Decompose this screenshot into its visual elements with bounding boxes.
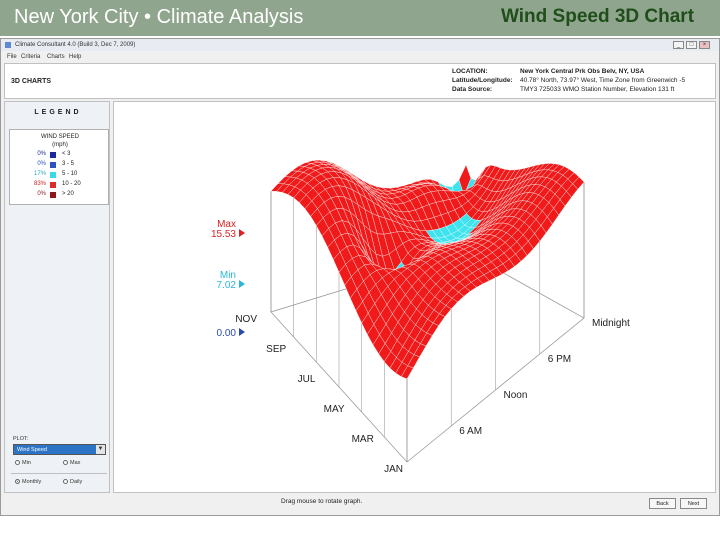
hour-axis-label: 6 PM bbox=[548, 354, 571, 365]
radio-icon bbox=[63, 460, 68, 466]
radio-daily[interactable]: Daily bbox=[63, 479, 82, 485]
radio-icon bbox=[15, 479, 20, 485]
legend-swatch bbox=[50, 192, 56, 198]
marker-value: 0.00 bbox=[217, 328, 237, 339]
legend-percent: 17% bbox=[33, 171, 46, 177]
menu-criteria[interactable]: Criteria bbox=[21, 54, 41, 60]
hour-axis-label: 6 AM bbox=[459, 426, 482, 437]
legend-title-text: WIND SPEED bbox=[40, 134, 79, 140]
next-button[interactable]: Next bbox=[680, 498, 707, 509]
radio-monthly[interactable]: Monthly bbox=[15, 479, 41, 485]
radio-icon bbox=[15, 460, 20, 466]
chevron-down-icon[interactable]: ▼ bbox=[96, 445, 105, 454]
status-message: Drag mouse to rotate graph. bbox=[281, 498, 363, 505]
source-value: TMY3 725033 WMO Station Number, Elevatio… bbox=[520, 86, 675, 93]
legend-swatch bbox=[50, 152, 56, 158]
latlon-label: Latitude/Longitude: bbox=[452, 77, 513, 84]
legend-unit: (mph) bbox=[52, 142, 68, 148]
latlon-value: 40.78° North, 73.97° West, Time Zone fro… bbox=[520, 77, 686, 84]
source-row: Data Source: TMY3 725033 WMO Station Numb… bbox=[452, 86, 674, 93]
hour-axis-label: Noon bbox=[504, 390, 528, 401]
legend-range: 3 - 5 bbox=[62, 161, 75, 167]
chart-surface bbox=[270, 159, 585, 380]
month-axis-label: MAY bbox=[324, 404, 345, 415]
marker-value: 7.02 bbox=[217, 280, 237, 291]
chart-axis-labels: JAN MAR MAY JUL SEP NOV 6 AM Noon 6 PM Midnight bbox=[235, 314, 630, 475]
chart-header: 3D CHARTS LOCATION: New York Central Prk … bbox=[4, 63, 716, 99]
legend-swatch bbox=[50, 172, 56, 178]
marker-arrow-icon bbox=[239, 328, 245, 336]
app-icon bbox=[5, 42, 11, 48]
radio-icon bbox=[63, 479, 68, 485]
radio-monthly-label: Monthly bbox=[22, 479, 42, 485]
slide-title-bar: New York City • Climate Analysis Wind Sp… bbox=[0, 0, 720, 36]
plot-select-value: Wind Speed bbox=[17, 447, 47, 453]
legend-range: < 3 bbox=[62, 151, 71, 157]
legend-row: 0% > 20 bbox=[10, 191, 110, 199]
month-axis-label: JAN bbox=[384, 464, 403, 475]
menu-help[interactable]: Help bbox=[69, 54, 82, 60]
location-row: LOCATION: New York Central Prk Obs Belv, … bbox=[452, 68, 644, 75]
radio-daily-label: Daily bbox=[70, 479, 83, 485]
slide-title: New York City • Climate Analysis bbox=[14, 6, 304, 28]
window-title: Climate Consultant 4.0 (Build 3, Dec 7, … bbox=[15, 42, 136, 48]
legend-heading: LEGEND bbox=[34, 109, 82, 116]
legend-percent: 0% bbox=[37, 161, 46, 167]
marker-label: Min bbox=[220, 270, 236, 281]
legend-row: 0% 3 - 5 bbox=[10, 161, 110, 169]
location-value: New York Central Prk Obs Belv, NY, USA bbox=[520, 68, 645, 75]
section-heading: 3D CHARTS bbox=[11, 78, 52, 85]
marker-value: 15.53 bbox=[211, 229, 236, 240]
status-bar: Drag mouse to rotate graph. Back Next bbox=[1, 494, 719, 514]
window-titlebar: Climate Consultant 4.0 (Build 3, Dec 7, … bbox=[1, 39, 719, 51]
legend-percent: 0% bbox=[37, 191, 46, 197]
legend-row: 17% 5 - 10 bbox=[10, 171, 110, 179]
location-label: LOCATION: bbox=[452, 68, 488, 75]
month-axis-label: MAR bbox=[352, 434, 374, 445]
wind-speed-3d-chart[interactable]: JAN MAR MAY JUL SEP NOV 6 AM Noon 6 PM Midnight M… bbox=[114, 102, 717, 494]
marker-arrow-icon bbox=[239, 280, 245, 288]
source-label: Data Source: bbox=[452, 86, 493, 93]
menubar: File Criteria Charts Help bbox=[1, 52, 719, 62]
radio-min-label: Min bbox=[22, 460, 31, 466]
close-button[interactable]: × bbox=[699, 41, 710, 49]
marker-arrow-icon bbox=[239, 229, 245, 237]
legend-percent: 83% bbox=[33, 181, 46, 187]
legend-range: > 20 bbox=[62, 191, 74, 197]
plot-label: PLOT: bbox=[13, 436, 29, 442]
maximize-button[interactable]: □ bbox=[686, 41, 697, 49]
legend-range: 5 - 10 bbox=[62, 171, 78, 177]
legend-swatch bbox=[50, 162, 56, 168]
divider bbox=[11, 473, 107, 474]
legend-range: 10 - 20 bbox=[62, 181, 81, 187]
surface-cell bbox=[401, 365, 414, 380]
chart-area[interactable]: JAN MAR MAY JUL SEP NOV 6 AM Noon 6 PM Midnight M… bbox=[113, 101, 716, 493]
plot-select[interactable]: Wind Speed ▼ bbox=[13, 444, 106, 455]
legend-percent: 0% bbox=[37, 151, 46, 157]
menu-file[interactable]: File bbox=[7, 54, 17, 60]
legend-row: 0% < 3 bbox=[10, 151, 110, 159]
app-window: Climate Consultant 4.0 (Build 3, Dec 7, … bbox=[0, 38, 720, 516]
latlon-row: Latitude/Longitude: 40.78° North, 73.97° … bbox=[452, 77, 685, 84]
legend-box: WIND SPEED (mph) 0% < 3 0% 3 - 5 17% 5 - 10 83… bbox=[9, 129, 109, 205]
legend-row: 83% 10 - 20 bbox=[10, 181, 110, 189]
left-panel: LEGEND WIND SPEED (mph) 0% < 3 0% 3 - 5 17% 5… bbox=[4, 101, 110, 493]
legend-swatch bbox=[50, 182, 56, 188]
slide-subtitle: Wind Speed 3D Chart bbox=[501, 6, 695, 27]
radio-max-label: Max bbox=[70, 460, 81, 466]
month-axis-label: NOV bbox=[235, 314, 257, 325]
radio-max[interactable]: Max bbox=[63, 460, 80, 466]
month-axis-label: SEP bbox=[266, 344, 286, 355]
month-axis-label: JUL bbox=[298, 374, 316, 385]
menu-charts[interactable]: Charts bbox=[47, 54, 65, 60]
hour-axis-label: Midnight bbox=[592, 318, 630, 329]
back-button[interactable]: Back bbox=[649, 498, 676, 509]
marker-label: Max bbox=[217, 219, 236, 230]
legend-title: WIND SPEED (mph) bbox=[10, 133, 110, 149]
radio-min[interactable]: Min bbox=[15, 460, 31, 466]
minimize-button[interactable]: _ bbox=[673, 41, 684, 49]
